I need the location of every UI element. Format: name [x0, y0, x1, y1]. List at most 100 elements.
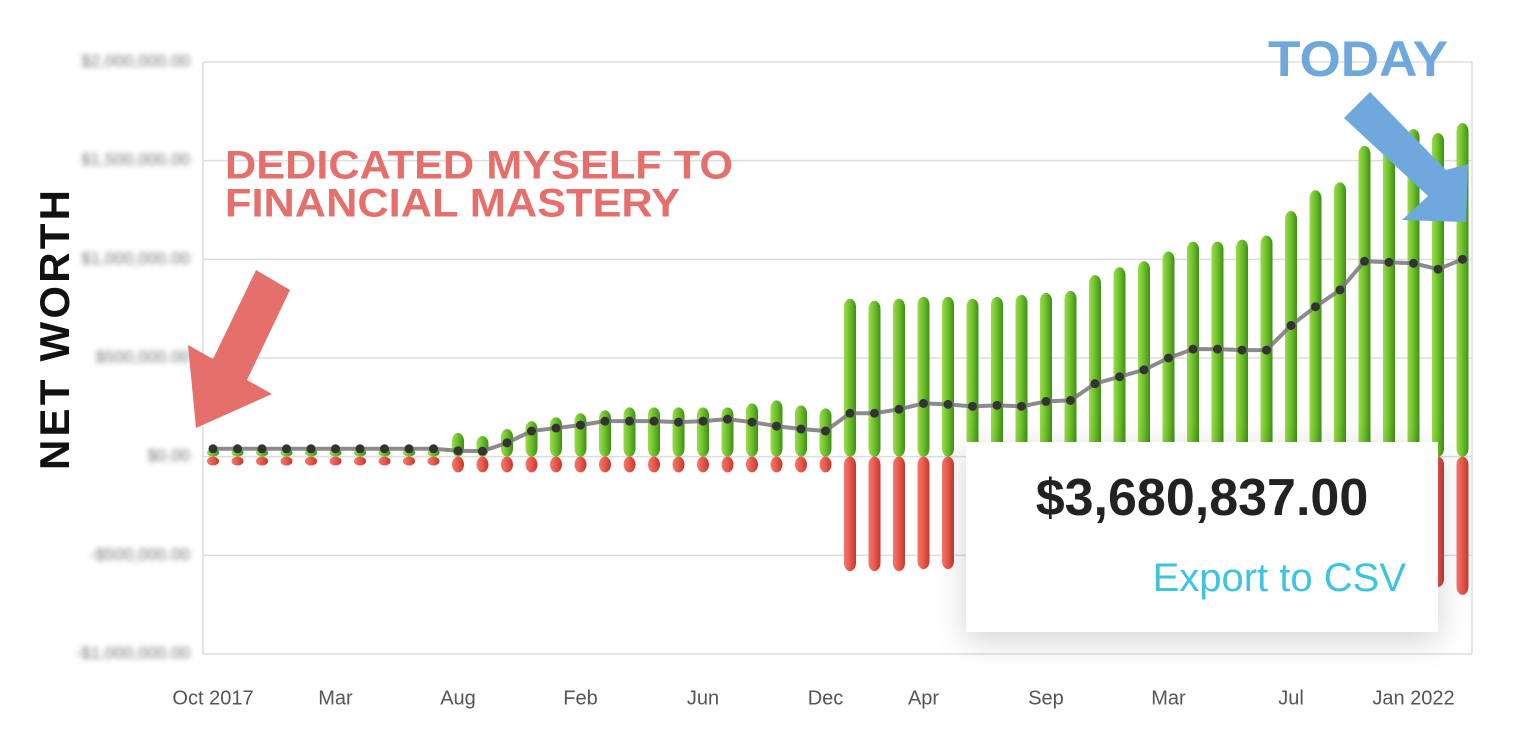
bar	[991, 296, 1003, 457]
bar	[256, 456, 268, 466]
net-worth-point	[380, 444, 389, 454]
net-worth-point	[943, 399, 953, 409]
net-worth-point	[1360, 256, 1369, 266]
net-worth-point	[453, 446, 463, 456]
bar	[599, 456, 611, 473]
bar	[697, 407, 709, 457]
net-worth-point	[355, 444, 365, 454]
bar	[966, 298, 979, 457]
net-worth-point	[527, 426, 536, 436]
x-tick-label: Mar	[1151, 687, 1186, 709]
y-tick-label: $1,000,000.00	[81, 249, 190, 268]
bar	[819, 456, 832, 473]
net-worth-point	[233, 444, 242, 454]
net-worth-point	[600, 416, 610, 426]
x-tick-label: Dec	[808, 687, 844, 709]
x-tick-label: Sep	[1028, 687, 1064, 709]
bar	[917, 296, 930, 457]
net-worth-point	[894, 404, 904, 414]
bar	[893, 456, 905, 572]
net-worth-point	[747, 417, 757, 427]
y-tick-label: -$500,000.00	[90, 545, 190, 564]
net-worth-point	[845, 408, 855, 418]
bar	[746, 403, 758, 457]
bar	[844, 298, 856, 457]
bar	[1089, 275, 1101, 457]
bar	[1334, 182, 1346, 457]
bar	[648, 407, 660, 457]
bar	[305, 456, 317, 466]
bar	[868, 456, 881, 572]
net-worth-point	[1066, 395, 1075, 405]
bar	[525, 421, 538, 457]
bar	[501, 456, 513, 473]
bar	[746, 456, 758, 473]
net-worth-point	[404, 444, 414, 454]
net-worth-point	[625, 416, 634, 426]
bar	[476, 456, 489, 473]
net-worth-point	[502, 438, 512, 448]
net-worth-point	[870, 408, 879, 418]
arrow	[1344, 92, 1468, 222]
bar	[574, 456, 587, 473]
net-worth-point	[1164, 353, 1173, 363]
bar	[1309, 190, 1322, 457]
net-worth-line	[213, 257, 1464, 454]
bar	[1285, 210, 1297, 457]
net-worth-point	[1213, 344, 1222, 354]
net-worth-point	[821, 426, 830, 436]
bar	[868, 300, 881, 457]
net-worth-point	[1384, 257, 1394, 267]
y-tick-label: -$1,000,000.00	[76, 643, 190, 662]
net-worth-point	[919, 398, 928, 408]
net-worth-point	[649, 416, 659, 426]
net-worth-point	[551, 423, 561, 433]
export-button[interactable]: Export to CSV	[1152, 556, 1406, 600]
bar	[721, 456, 734, 473]
net-worth-point	[1139, 365, 1149, 375]
net-worth-point	[208, 444, 218, 454]
bar	[231, 456, 244, 466]
bar	[917, 456, 930, 570]
bar	[672, 407, 685, 457]
net-worth-point	[1188, 344, 1198, 354]
bar	[1064, 290, 1077, 457]
x-tick-label: Feb	[563, 687, 597, 709]
bar	[452, 456, 464, 473]
bar	[697, 456, 709, 473]
net-worth-point	[1433, 264, 1443, 274]
bar	[329, 456, 342, 466]
bar	[1138, 261, 1150, 457]
bar	[550, 456, 562, 473]
bar	[844, 456, 856, 572]
bar	[1015, 294, 1028, 457]
net-worth-point	[796, 424, 806, 434]
bar	[623, 407, 636, 457]
bar	[378, 456, 391, 466]
net-worth-point	[1090, 379, 1100, 389]
bar	[1383, 140, 1395, 457]
net-worth-point	[1041, 396, 1051, 406]
x-tick-label: Jun	[687, 687, 719, 709]
net-worth-point	[698, 416, 708, 426]
net-worth-point	[1458, 254, 1467, 264]
x-tick-label: Jul	[1278, 687, 1304, 709]
net-worth-point	[968, 401, 977, 411]
net-worth-point	[429, 444, 438, 454]
y-tick-label: $0.00	[147, 446, 190, 465]
net-worth-point	[992, 400, 1002, 410]
bar	[893, 298, 905, 457]
net-worth-point	[723, 414, 732, 424]
bar	[1113, 267, 1126, 457]
x-tick-label: Aug	[440, 687, 476, 709]
bar	[427, 456, 440, 466]
bar	[574, 413, 587, 457]
net-worth-point	[1017, 401, 1026, 411]
bar	[623, 456, 636, 473]
net-worth-point	[674, 417, 683, 427]
bar	[1358, 145, 1371, 457]
bar	[795, 456, 807, 473]
bar	[770, 456, 783, 473]
